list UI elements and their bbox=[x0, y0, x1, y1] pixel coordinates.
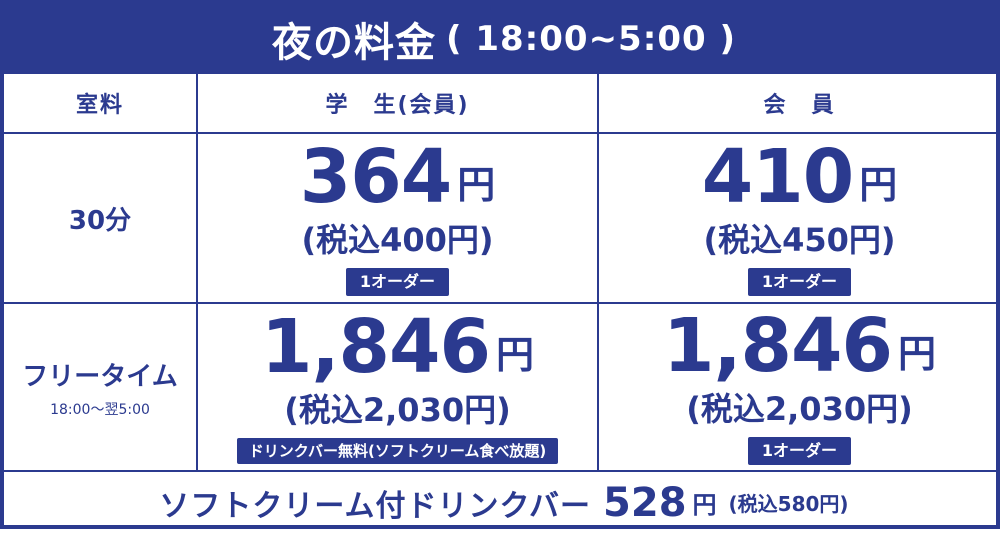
tax-included-price: (税込400円) bbox=[301, 221, 494, 260]
header-student: 学 生(会員) bbox=[198, 74, 597, 132]
order-badge: 1オーダー bbox=[747, 437, 852, 465]
page-title: 夜の料金 bbox=[271, 20, 436, 66]
column-divider bbox=[597, 74, 599, 472]
column-divider bbox=[196, 74, 198, 472]
footer-drink-bar: ソフトクリーム付ドリンクバー 528 円 (税込580円) bbox=[4, 472, 1000, 533]
price-value: 410 bbox=[701, 134, 854, 221]
price: 1,846 円 bbox=[261, 310, 534, 384]
tax-included-price: (税込2,030円) bbox=[686, 390, 913, 429]
price: 1,846 円 bbox=[663, 309, 936, 383]
price-cell-student-freetime: 1,846 円 (税込2,030円) ドリンクバー無料(ソフトクリーム食べ放題) bbox=[198, 304, 597, 470]
row-label-freetime: フリータイム 18:00～翌5:00 bbox=[4, 304, 196, 470]
header-room: 室料 bbox=[4, 74, 196, 132]
yen-unit: 円 bbox=[457, 163, 496, 208]
footer-tax: (税込580円) bbox=[728, 492, 849, 516]
row-divider bbox=[4, 302, 1000, 304]
price: 410 円 bbox=[702, 140, 897, 214]
price-value: 364 bbox=[299, 134, 452, 221]
row-divider bbox=[4, 132, 1000, 134]
footer-label: ソフトクリーム付ドリンクバー bbox=[159, 488, 592, 524]
price-table: 室料 学 生(会員) 会 員 30分 364 円 (税込400円) 1オーダー … bbox=[4, 74, 1000, 533]
tax-included-price: (税込2,030円) bbox=[284, 391, 511, 429]
title-bar: 夜の料金 ( 18:00~5:00 ) bbox=[4, 4, 1000, 74]
price-value: 1,846 bbox=[260, 304, 491, 390]
yen-unit: 円 bbox=[496, 333, 535, 377]
yen-unit: 円 bbox=[898, 332, 937, 377]
header-member: 会 員 bbox=[599, 74, 1000, 132]
yen-unit: 円 bbox=[859, 163, 898, 208]
order-badge: 1オーダー bbox=[345, 268, 450, 296]
row-sublabel: 18:00～翌5:00 bbox=[50, 401, 150, 418]
tax-included-price: (税込450円) bbox=[703, 221, 896, 260]
row-label-30min: 30分 bbox=[4, 134, 196, 302]
price-cell-member-freetime: 1,846 円 (税込2,030円) 1オーダー bbox=[599, 304, 1000, 470]
row-label: 30分 bbox=[68, 205, 132, 236]
header-room-label: 室料 bbox=[75, 93, 124, 118]
footer-yen: 円 bbox=[692, 491, 717, 519]
order-badge: 1オーダー bbox=[747, 268, 852, 296]
header-student-label: 学 生(会員) bbox=[325, 93, 470, 118]
time-range: ( 18:00~5:00 ) bbox=[445, 19, 737, 59]
header-member-label: 会 員 bbox=[763, 93, 836, 118]
drink-bar-badge: ドリンクバー無料(ソフトクリーム食べ放題) bbox=[236, 438, 559, 464]
row-label: フリータイム bbox=[22, 361, 178, 392]
price: 364 円 bbox=[300, 140, 495, 214]
row-divider bbox=[4, 470, 1000, 472]
price-cell-member-30min: 410 円 (税込450円) 1オーダー bbox=[599, 134, 1000, 302]
price-value: 1,846 bbox=[662, 303, 893, 390]
price-cell-student-30min: 364 円 (税込400円) 1オーダー bbox=[198, 134, 597, 302]
footer-price: 528 bbox=[603, 479, 687, 526]
